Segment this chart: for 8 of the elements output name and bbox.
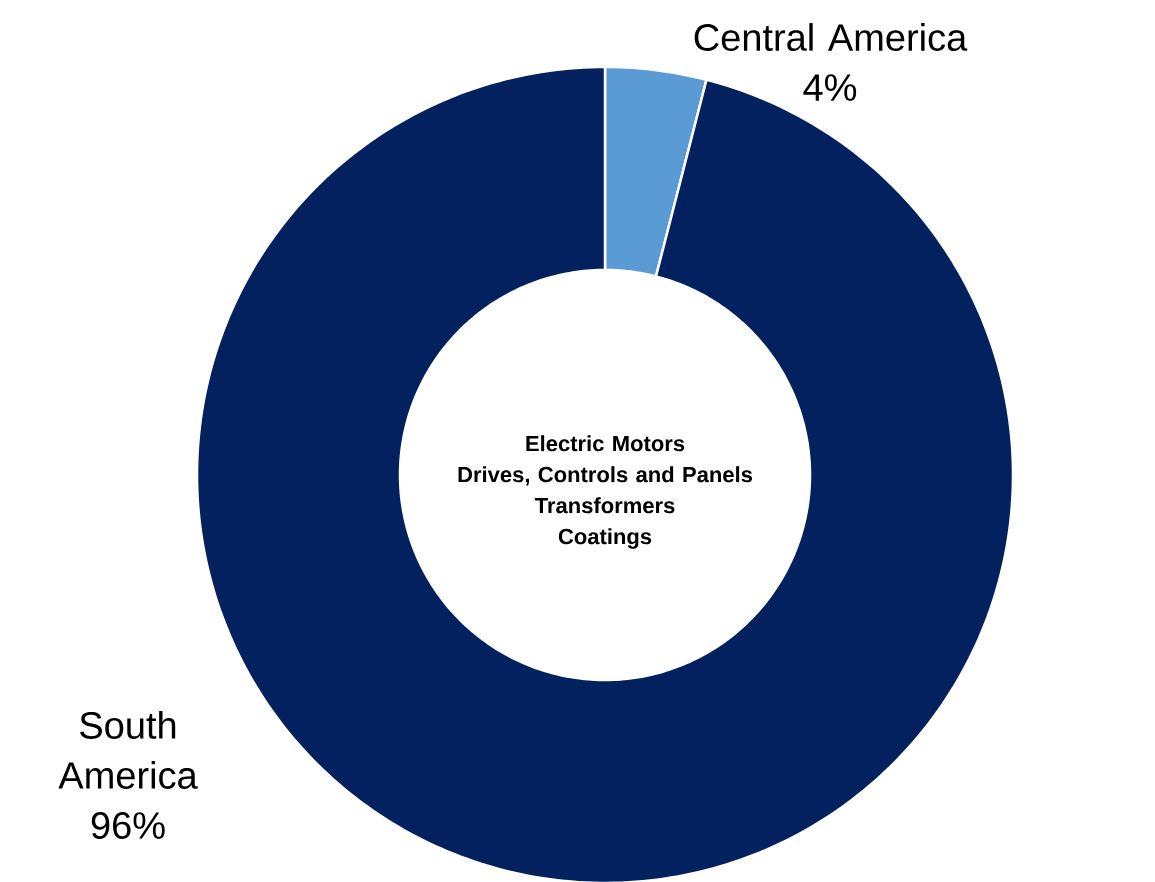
text: Drives, Controls and Panels: [458, 466, 753, 486]
data-label: 4%: [803, 74, 857, 101]
slice-label: Central America: [694, 23, 968, 52]
text: Electric Motors: [526, 435, 685, 452]
text: Transformers: [534, 497, 675, 514]
slice-label: South America: [58, 711, 198, 789]
text: Coatings: [558, 528, 652, 549]
data-label: 96%: [91, 812, 165, 839]
